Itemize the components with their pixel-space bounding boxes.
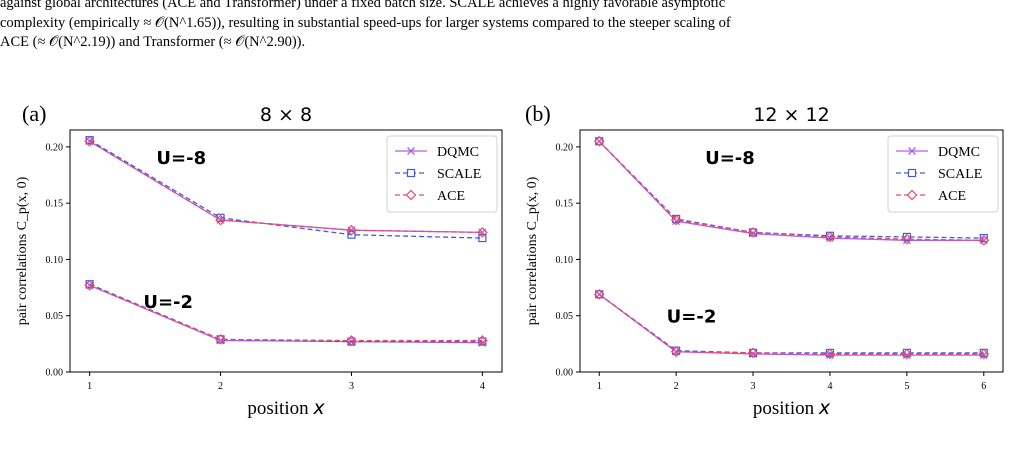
series-line [89,139,483,239]
data-point [901,233,913,245]
data-point [84,279,95,291]
data-point [346,335,357,346]
series-ace [84,135,488,346]
data-point [978,234,990,246]
legend-label: SCALE [437,167,481,182]
data-point [978,348,990,360]
legend-marker [908,147,916,155]
data-point [901,348,913,360]
panel-label: (a) [22,101,46,126]
data-point [346,224,357,236]
x-axis-label: position x [753,397,831,419]
plot-frame [69,129,503,373]
legend-label: DQMC [437,145,479,160]
x-tick-label: 1 [597,381,602,392]
chart-panel-a: (a) 8 × 8 0.00 0.05 0.10 0.15 0.20 1 2 3 4 position… [15,101,503,419]
data-point [593,135,605,147]
data-point [672,217,681,226]
annotation-label: U=-8 [156,148,206,169]
panel-title: 12 × 12 [753,104,829,126]
data-point [215,334,226,345]
legend-label: SCALE [938,167,982,182]
y-tick-label: 0.10 [556,255,574,266]
series-line [598,140,984,241]
y-tick-label: 0.15 [46,199,64,210]
data-point [670,214,682,226]
series-line [598,293,984,356]
x-tick-label: 2 [674,381,679,392]
data-point [593,288,605,300]
legend-marker [405,189,417,201]
data-point [84,135,95,147]
y-axis-label: pair correlations C_p(x, 0) [525,176,540,325]
data-point [215,214,226,226]
legend-label: ACE [938,189,966,204]
data-point [477,227,488,238]
x-tick-label: 3 [349,381,354,392]
data-point [670,346,682,358]
x-tick-label: 1 [87,381,92,392]
y-tick-label: 0.20 [556,142,574,153]
legend-marker [906,189,918,201]
y-tick-label: 0.00 [46,368,64,379]
panel-title: 8 × 8 [260,104,312,126]
legend-box [887,135,999,213]
x-tick-label: 2 [218,381,223,392]
series-line [89,284,483,342]
data-point [478,233,487,243]
chart-panel-b: (b) 12 × 12 0.00 0.05 0.10 0.15 0.20 1 2 3 4 5 6 posi… [525,101,1004,419]
y-tick-label: 0.05 [46,311,64,322]
x-tick-label: 3 [751,381,756,392]
x-tick-label: 5 [904,381,909,392]
x-tick-label: 6 [981,381,986,392]
y-tick-label: 0.10 [46,255,64,266]
data-point [347,230,356,239]
data-point [824,231,836,243]
series-line [598,293,984,355]
legend-marker [907,168,917,178]
legend: DQMC SCALE ACE [386,135,498,213]
data-point [595,137,604,146]
data-point [824,348,836,360]
data-point [747,347,759,359]
data-point [979,233,988,243]
annotation-label: U=-2 [667,306,717,327]
legend-box [386,135,498,213]
legend-label: DQMC [938,145,980,160]
series-line [89,283,483,343]
series-ace [593,135,990,360]
annotation-label: U=-2 [143,292,193,313]
legend-label: ACE [437,189,465,204]
legend-marker [407,147,415,155]
data-point [595,290,604,299]
caption-line-1: against global architectures (ACE and Tr… [0,0,726,11]
y-axis-label: pair correlations C_p(x, 0) [15,176,30,325]
caption-line-2: complexity (empirically ≈ 𝒪(N^1.65)), re… [0,15,731,31]
panel-label: (b) [525,101,551,126]
data-point [477,335,488,346]
series-line [598,140,984,241]
series-line [89,140,483,234]
x-tick-label: 4 [480,381,485,392]
annotation-label: U=-8 [705,148,755,169]
x-tick-label: 4 [827,381,832,392]
y-tick-label: 0.05 [556,311,574,322]
x-axis-label: position x [247,397,325,419]
data-point [902,232,911,242]
legend-marker [406,168,416,178]
legend: DQMC SCALE ACE [887,135,999,213]
caption-line-3: ACE (≈ 𝒪(N^2.19)) and Transformer (≈ 𝒪(N… [0,34,306,50]
data-point [747,227,759,238]
series-line [598,293,984,354]
y-tick-label: 0.15 [556,199,574,210]
plot-frame [579,129,1004,373]
y-tick-label: 0.20 [46,142,64,153]
y-tick-label: 0.00 [556,368,574,379]
